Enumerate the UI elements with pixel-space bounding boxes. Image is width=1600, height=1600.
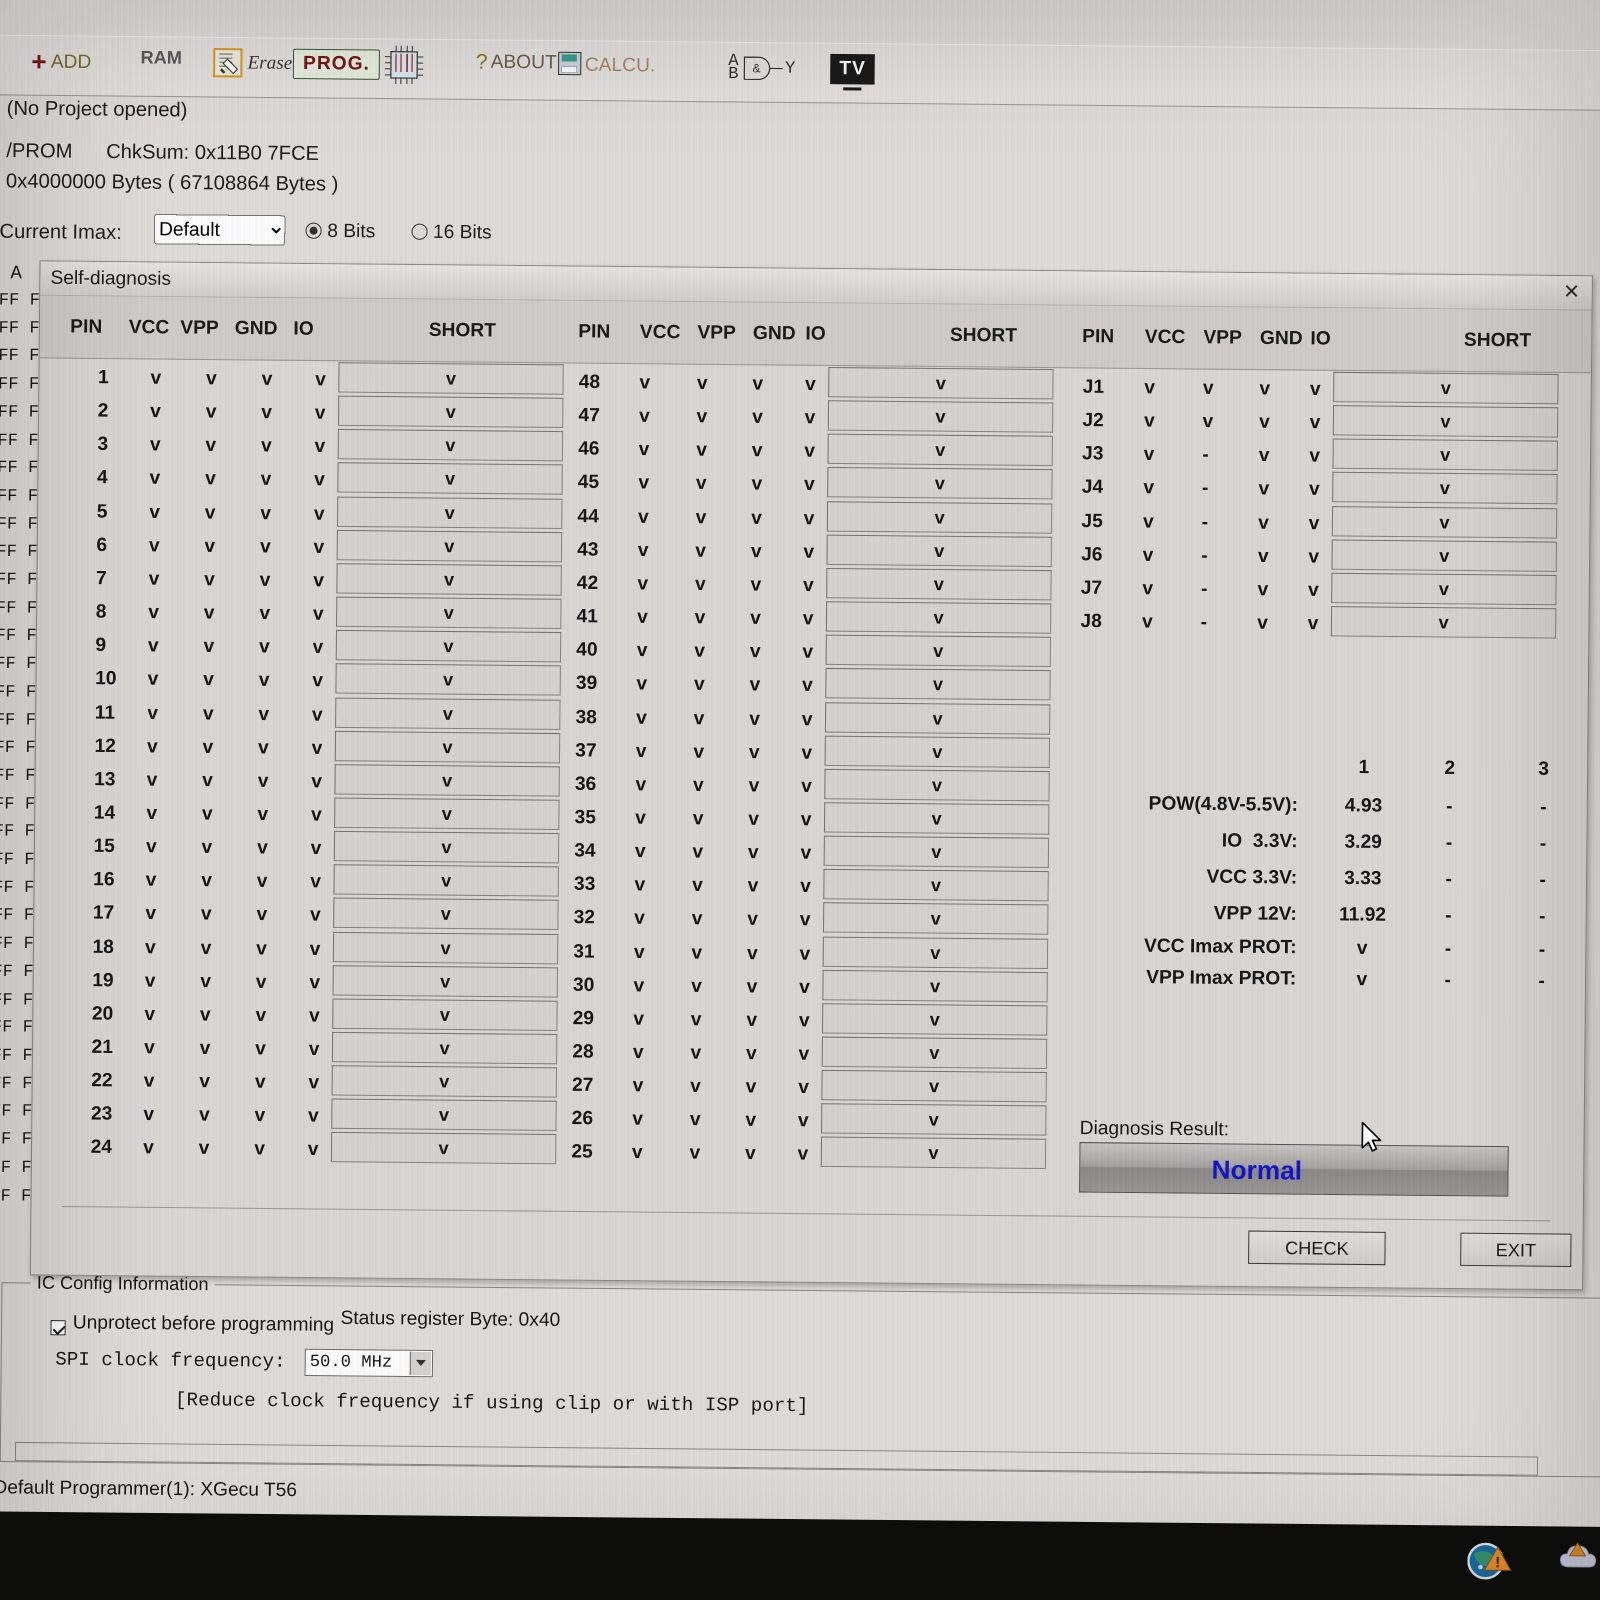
svg-text:!: !	[1495, 1554, 1500, 1571]
svg-text:&: &	[753, 61, 761, 75]
